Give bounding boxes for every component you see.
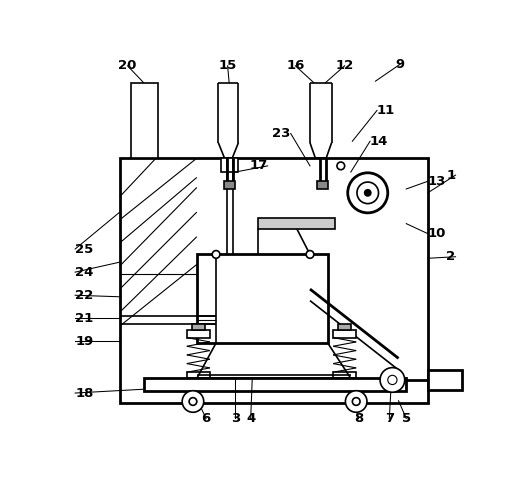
Text: 17: 17 <box>249 159 268 172</box>
Text: 18: 18 <box>75 387 94 399</box>
Bar <box>317 182 327 189</box>
Bar <box>339 324 351 330</box>
Text: 19: 19 <box>75 335 94 348</box>
Bar <box>187 330 210 338</box>
Text: 14: 14 <box>370 135 388 148</box>
Bar <box>333 372 356 378</box>
Text: 15: 15 <box>218 59 237 72</box>
Text: 22: 22 <box>75 289 94 302</box>
Text: 16: 16 <box>286 59 305 72</box>
Bar <box>120 158 428 403</box>
Bar <box>187 372 210 378</box>
Text: 25: 25 <box>75 242 94 256</box>
Bar <box>258 218 335 229</box>
Text: 6: 6 <box>202 412 211 425</box>
Circle shape <box>182 391 204 412</box>
Bar <box>333 330 356 338</box>
Bar <box>197 255 327 343</box>
Text: 7: 7 <box>385 412 394 425</box>
Bar <box>144 378 406 391</box>
Text: 13: 13 <box>428 175 446 188</box>
Circle shape <box>337 162 345 170</box>
Circle shape <box>212 251 220 258</box>
Circle shape <box>380 368 405 392</box>
Bar <box>222 158 239 172</box>
Text: 1: 1 <box>446 168 455 182</box>
Circle shape <box>348 173 388 213</box>
Text: 2: 2 <box>446 250 455 263</box>
Text: 24: 24 <box>75 266 94 279</box>
Text: 20: 20 <box>118 59 136 72</box>
Text: 9: 9 <box>396 58 405 71</box>
Bar <box>192 324 205 330</box>
Circle shape <box>388 375 397 385</box>
Text: 21: 21 <box>75 312 94 325</box>
Text: 11: 11 <box>377 104 395 117</box>
Text: 10: 10 <box>428 227 446 240</box>
Bar <box>428 370 462 390</box>
Text: 4: 4 <box>246 412 256 425</box>
Circle shape <box>306 251 314 258</box>
Text: 8: 8 <box>354 412 363 425</box>
Text: 5: 5 <box>402 412 411 425</box>
Circle shape <box>189 398 197 406</box>
Text: 12: 12 <box>335 59 354 72</box>
Bar <box>131 83 158 158</box>
Bar <box>224 182 234 189</box>
Circle shape <box>345 391 367 412</box>
Circle shape <box>352 398 360 406</box>
Text: 23: 23 <box>272 127 291 140</box>
Text: 3: 3 <box>231 412 240 425</box>
Circle shape <box>364 190 371 196</box>
Circle shape <box>357 182 379 204</box>
